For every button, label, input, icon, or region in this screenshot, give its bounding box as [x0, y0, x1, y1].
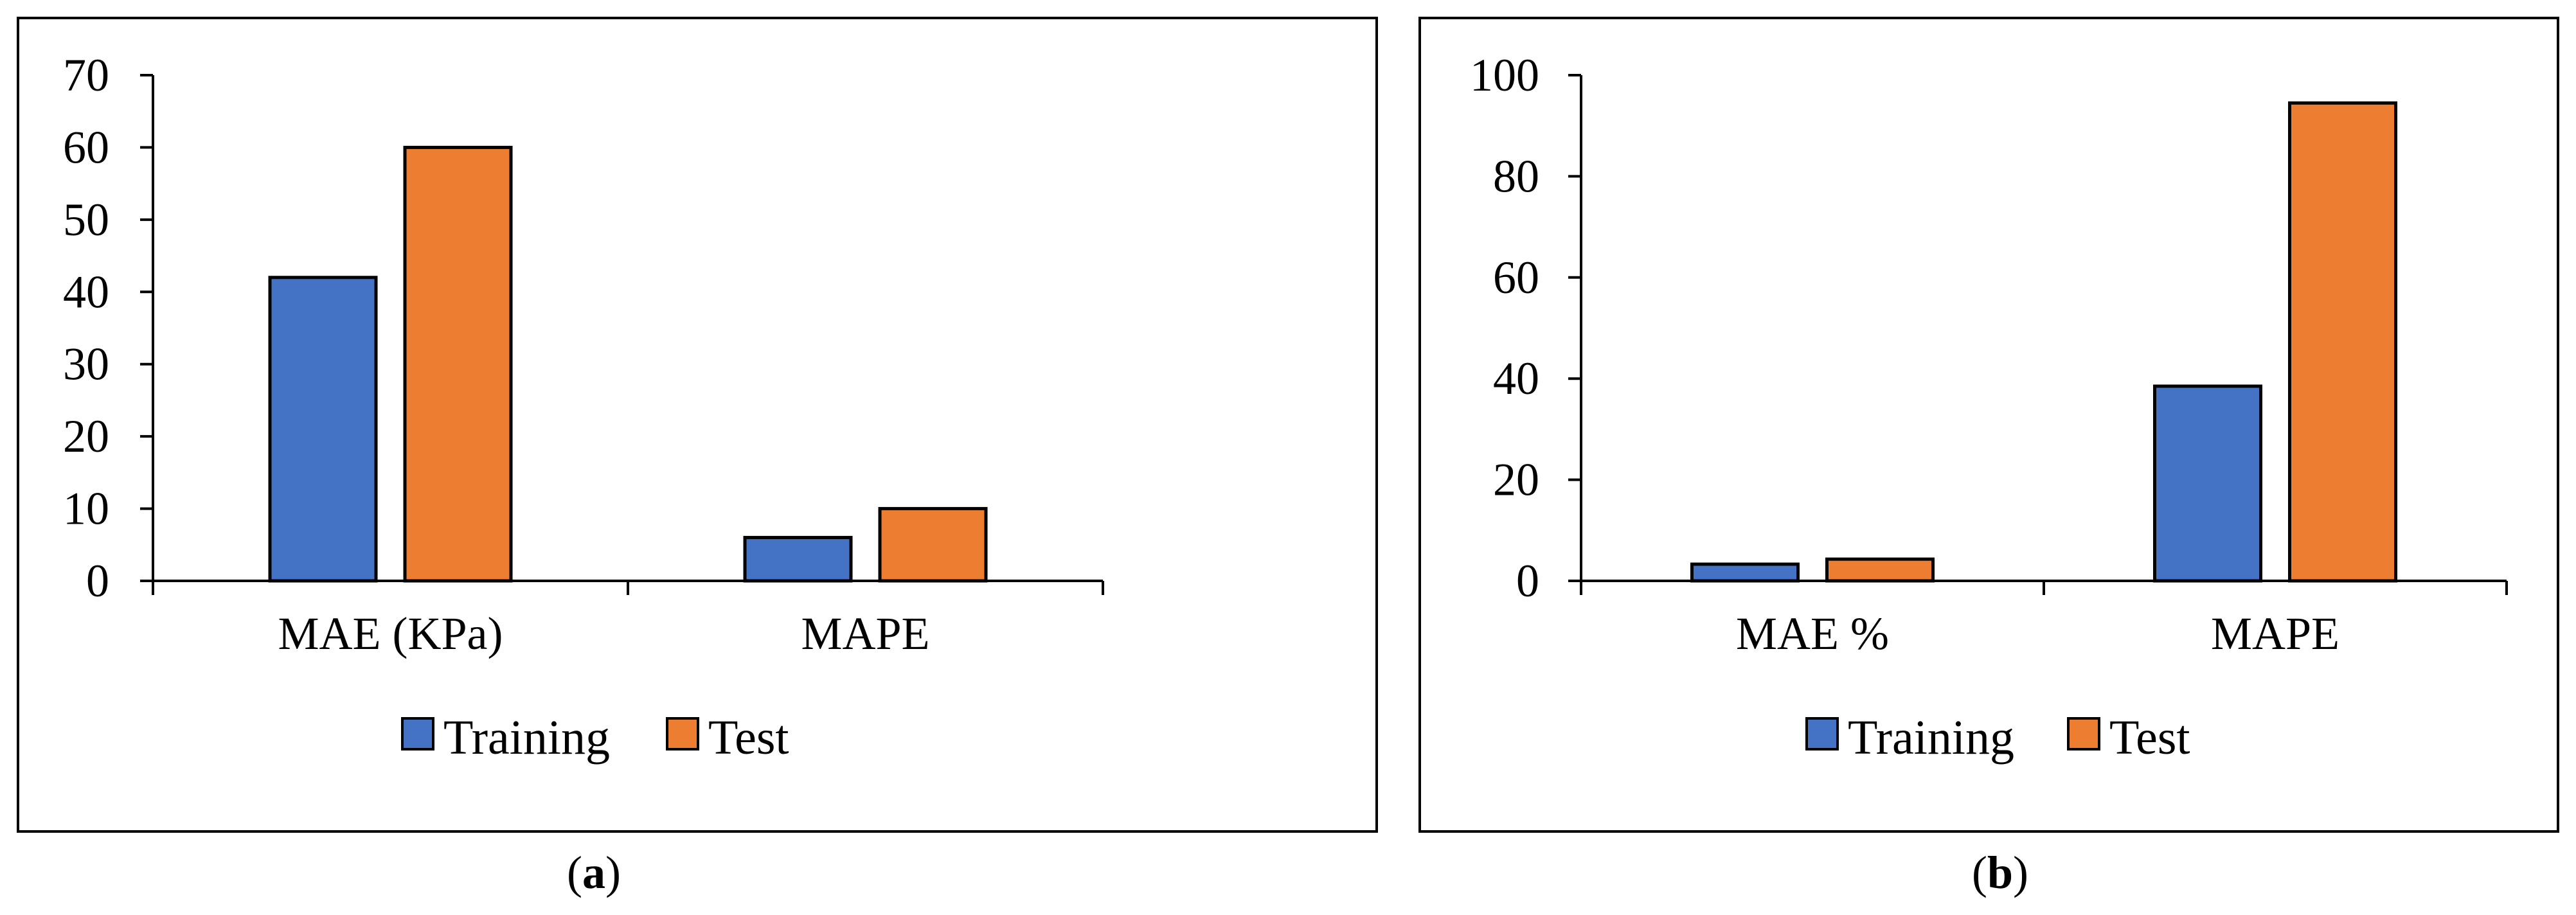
legend-label-test: Test: [708, 711, 789, 765]
y-tick-label: 0: [1516, 555, 1539, 607]
y-tick-label: 60: [1493, 252, 1539, 303]
y-tick-label: 50: [63, 194, 109, 245]
legend: Training Test: [401, 711, 789, 765]
bar-training-0: [1690, 562, 1800, 583]
legend-swatch-training: [401, 717, 434, 751]
bar-training-1: [2153, 384, 2262, 583]
panel-label: (b): [1972, 847, 2028, 898]
y-tick-label: 0: [86, 555, 109, 607]
x-category-label: MAPE: [801, 608, 929, 659]
y-tick-label: 40: [1493, 353, 1539, 404]
x-category-label: MAE %: [1736, 608, 1889, 659]
legend-swatch-test: [2067, 717, 2100, 751]
x-category-label: MAPE: [2211, 608, 2339, 659]
bar-test-1: [2288, 101, 2397, 583]
bar-test-0: [1825, 557, 1935, 583]
y-tick-label: 60: [63, 121, 109, 173]
y-tick-label: 70: [63, 49, 109, 101]
panel-label-letter: a: [582, 847, 605, 898]
panel-frame: [1418, 17, 2559, 833]
y-tick-label: 100: [1470, 49, 1539, 101]
panel-label: (a): [567, 847, 621, 898]
bar-training-0: [268, 276, 378, 583]
legend-label-training: Training: [1848, 711, 2014, 765]
legend: Training Test: [1805, 711, 2190, 765]
chart-panel-b: 0 20 40 60 80 100 MAE % MAPE Training Test (b): [1418, 17, 2559, 898]
x-category-label: MAE (KPa): [278, 608, 503, 659]
bar-test-0: [403, 145, 513, 583]
y-tick-label: 80: [1493, 150, 1539, 202]
bar-test-1: [878, 507, 988, 583]
y-tick-label: 10: [63, 483, 109, 535]
legend-swatch-training: [1805, 717, 1839, 751]
y-tick-label: 30: [63, 339, 109, 390]
legend-label-training: Training: [443, 711, 610, 765]
bar-training-1: [743, 536, 853, 583]
chart-panel-a: 0 10 20 30 40 50 60 70 MAE (KPa) MAPE Training Test…: [17, 17, 1378, 898]
panel-frame: [17, 17, 1378, 833]
y-tick-label: 40: [63, 266, 109, 317]
legend-label-test: Test: [2109, 711, 2190, 765]
y-tick-label: 20: [63, 411, 109, 462]
panel-label-letter: b: [1987, 847, 2013, 898]
legend-swatch-test: [666, 717, 699, 751]
y-tick-label: 20: [1493, 454, 1539, 506]
